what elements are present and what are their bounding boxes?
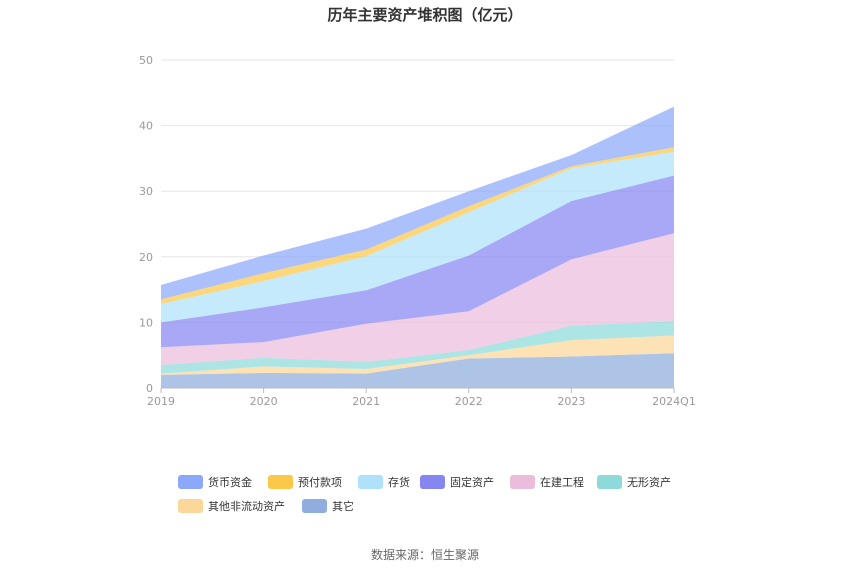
x-tick-label: 2020 [250,395,278,408]
legend-item: 其它 [302,499,354,513]
legend-label: 其它 [332,499,354,513]
legend-item: 货币资金 [178,475,252,489]
legend-swatch [178,499,203,513]
area-series-0 [161,353,674,388]
legend-swatch [358,475,383,489]
legend-swatch [510,475,535,489]
legend-label: 货币资金 [208,475,252,489]
legend-label: 无形资产 [627,475,671,489]
area-series-4 [161,175,674,348]
y-tick-label: 10 [139,316,153,329]
y-tick-label: 20 [139,251,153,264]
y-tick-label: 30 [139,185,153,198]
legend-label: 在建工程 [540,475,584,489]
y-tick-label: 0 [146,382,153,395]
x-tick-label: 2021 [352,395,380,408]
legend-label: 其他非流动资产 [208,499,285,513]
area-series-7 [161,106,674,300]
area-series [161,106,674,388]
legend-item: 无形资产 [597,475,671,489]
legend-item: 在建工程 [510,475,584,489]
legend-swatch [178,475,203,489]
area-series-3 [161,233,674,365]
x-tick-label: 2024Q1 [652,395,696,408]
x-tick-label: 2022 [455,395,483,408]
source-note: 数据来源：恒生聚源 [371,547,479,562]
legend-swatch [420,475,445,489]
axes: 0 10 20 30 40 50 2019 2020 2021 2022 2023 2024Q1 [139,54,696,408]
chart-title: 历年主要资产堆积图（亿元） [327,6,522,24]
legend-item: 存货 [358,475,410,489]
x-tick-label: 2023 [557,395,585,408]
y-tick-label: 40 [139,120,153,133]
legend-label: 固定资产 [450,475,494,489]
area-series-1 [161,335,674,375]
x-tick-label: 2019 [147,395,175,408]
area-series-6 [161,147,674,304]
legend-swatch [302,499,327,513]
legend-item: 预付款项 [268,475,342,489]
legend-item: 其他非流动资产 [178,499,285,513]
area-series-5 [161,151,674,323]
legend-label: 存货 [388,475,410,489]
y-tick-label: 50 [139,54,153,67]
legend-item: 固定资产 [420,475,494,489]
legend-swatch [597,475,622,489]
legend-swatch [268,475,293,489]
legend-label: 预付款项 [298,475,342,489]
area-series-2 [161,321,674,374]
